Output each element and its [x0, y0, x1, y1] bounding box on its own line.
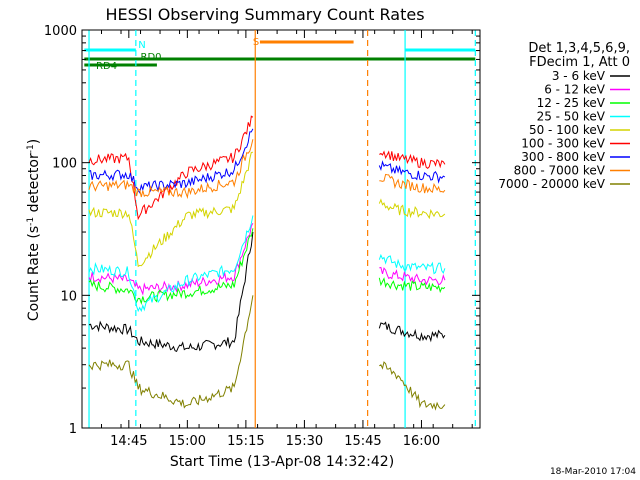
series-line-12-25-kev-after	[378, 277, 446, 294]
x-tick-label: 16:00	[403, 434, 440, 449]
y-tick-label: 10	[60, 289, 77, 304]
series-line-300-800-kev	[88, 128, 254, 194]
series-line-300-800-kev-after	[378, 160, 446, 184]
annotation-label-rd4: RD4	[96, 61, 117, 72]
annotations-group: N S RD0 RD4	[84, 37, 476, 72]
plot-frame	[81, 29, 481, 429]
x-axis-ticks: 14:45 15:00 15:15 15:30 15:45 16:00	[101, 30, 473, 449]
legend-label-800-7000-kev: 800 - 7000 keV	[514, 164, 606, 178]
series-line-3-6-kev-after	[378, 321, 446, 343]
series-line-100-300-kev-after	[379, 150, 446, 169]
y-tick-label: 1	[69, 422, 77, 437]
legend-label-7000-20000-kev: 7000 - 20000 keV	[498, 177, 605, 191]
x-tick-label: 15:00	[169, 434, 206, 449]
series-line-800-7000-kev	[88, 139, 254, 200]
series-line-7000-20000-kev	[88, 295, 254, 409]
annotation-label-rd0: RD0	[141, 52, 162, 63]
series-line-12-25-kev	[88, 228, 254, 306]
series-group	[88, 115, 446, 411]
legend-label-100-300-kev: 100 - 300 keV	[521, 137, 605, 151]
chart-title: HESSI Observing Summary Count Rates	[105, 5, 424, 24]
series-line-100-300-kev	[88, 115, 254, 221]
legend: Det 1,3,4,5,6,9, FDecim 1, Att 0 3 - 6 k…	[498, 41, 630, 191]
series-line-25-50-kev-after	[378, 253, 446, 275]
y-axis-label-sup1: -1	[26, 217, 36, 226]
y-axis-label-end: )	[26, 139, 42, 144]
series-line-25-50-kev	[88, 215, 254, 313]
legend-header-1: Det 1,3,4,5,6,9,	[528, 41, 630, 56]
legend-header-2: FDecim 1, Att 0	[529, 55, 630, 70]
annotation-label-s: S	[253, 37, 259, 48]
y-axis-label: Count Rate (s-1 detector-1)	[26, 139, 42, 321]
y-axis-ticks: 1 10 100 1000	[44, 24, 480, 437]
legend-label-300-800-kev: 300 - 800 keV	[521, 150, 605, 164]
series-line-6-12-kev-after	[379, 266, 446, 286]
x-tick-label: 15:30	[286, 434, 323, 449]
annotation-label-n: N	[138, 40, 145, 51]
x-tick-label: 15:15	[227, 434, 264, 449]
legend-label-50-100-kev: 50 - 100 keV	[529, 123, 606, 137]
series-line-50-100-kev-after	[378, 198, 446, 220]
series-line-3-6-kev	[88, 231, 254, 353]
y-tick-label: 1000	[44, 24, 77, 39]
vertical-lines-group	[88, 30, 476, 428]
series-line-7000-20000-kev-after	[379, 361, 446, 411]
legend-label-12-25-kev: 12 - 25 keV	[537, 96, 606, 110]
x-axis-label: Start Time (13-Apr-08 14:32:42)	[170, 454, 394, 470]
x-tick-label: 15:45	[344, 434, 381, 449]
footer-date: 18-Mar-2010 17:04	[550, 467, 636, 477]
x-tick-label: 14:45	[110, 434, 147, 449]
y-axis-label-main: Count Rate (s	[26, 226, 42, 321]
legend-label-25-50-kev: 25 - 50 keV	[537, 110, 606, 124]
y-tick-label: 100	[52, 157, 77, 172]
y-axis-label-mid: detector	[26, 153, 42, 217]
legend-label-3-6-kev: 3 - 6 keV	[552, 69, 606, 83]
y-axis-label-sup2: -1	[26, 144, 36, 153]
series-line-50-100-kev	[88, 151, 253, 268]
legend-label-6-12-kev: 6 - 12 keV	[544, 83, 606, 97]
series-line-800-7000-kev-after	[379, 173, 446, 194]
